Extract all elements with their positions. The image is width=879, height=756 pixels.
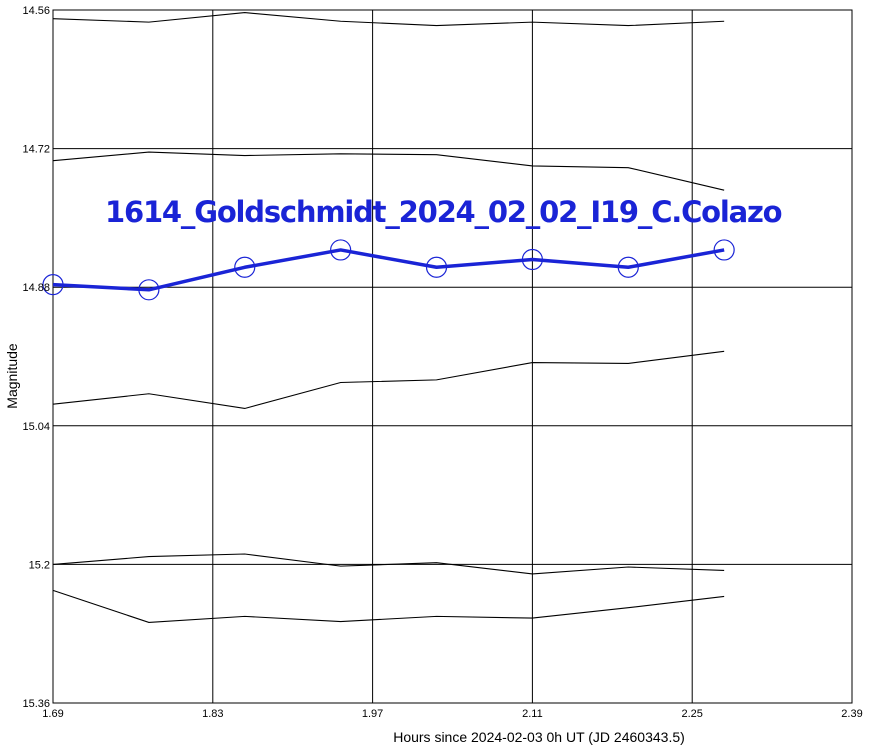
y-tick-label: 15.2 [29,559,50,571]
highlighted-series-line [52,248,725,292]
series-layer [42,12,735,623]
x-tick-label: 2.25 [681,708,702,720]
y-tick-label: 15.36 [22,698,50,710]
y-tick-label: 14.56 [22,5,50,17]
comparison-series-line [52,151,725,191]
y-tick-label: 14.88 [22,282,50,294]
chart-annotation: 1614_Goldschmidt_2024_02_02_I19_C.Colazo [105,195,782,229]
gridlines [53,10,852,703]
comparison-series-line [52,12,725,27]
highlighted-data-point [138,279,160,301]
highlighted-data-point [330,239,352,261]
x-axis-label: Hours since 2024-02-03 0h UT (JD 2460343… [393,729,685,745]
highlighted-data-point [617,256,639,278]
highlighted-data-point [521,248,544,271]
x-tick-label: 2.39 [841,708,862,720]
tick-labels: 1.69 1.83 1.97 2.11 2.25 2.39 14.56 14.72 14.88 1… [22,5,862,720]
comparison-series-line [52,589,725,623]
y-tick-label: 14.72 [22,144,50,156]
highlighted-data-point [234,256,256,278]
comparison-series-line [52,553,725,575]
highlighted-data-point [425,256,448,278]
plot-area [52,9,853,704]
y-tick-label: 15.04 [22,421,50,433]
highlighted-data-point [713,239,735,261]
x-tick-label: 2.11 [522,708,543,720]
highlighted-data-point [42,274,64,296]
x-tick-label: 1.83 [202,708,223,720]
comparison-series-line [52,350,725,410]
x-tick-label: 1.69 [42,708,63,720]
x-tick-label: 1.97 [362,708,383,720]
y-axis-label: Magnitude [4,343,20,409]
